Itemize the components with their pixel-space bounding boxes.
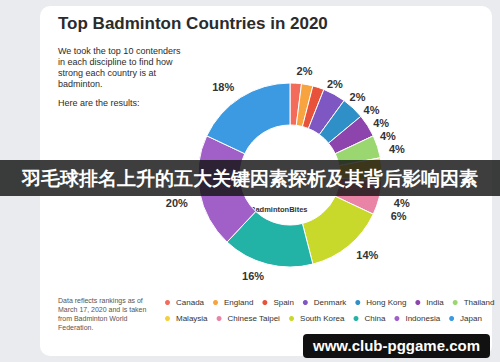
svg-text:4%: 4%	[380, 130, 396, 142]
html-text:Here are the results:: Here are the results:	[58, 98, 140, 108]
svg-text:4%: 4%	[373, 117, 389, 129]
html-text:Data reflects rankings as of M: Data reflects rankings as of March 17, 2…	[58, 297, 147, 331]
svg-text:Denmark: Denmark	[314, 298, 347, 307]
svg-text:14%: 14%	[356, 249, 378, 261]
svg-text:4%: 4%	[394, 197, 410, 209]
html-text:www.club-pggame.com: www.club-pggame.com	[313, 337, 480, 354]
svg-text:18%: 18%	[212, 81, 234, 93]
svg-text:2%: 2%	[297, 65, 313, 77]
svg-text:China: China	[365, 314, 386, 323]
svg-text:Hong Kong: Hong Kong	[366, 298, 406, 307]
svg-text:Malaysia: Malaysia	[176, 314, 208, 323]
svg-text:Chinese Taipei: Chinese Taipei	[228, 314, 281, 323]
svg-text:England: England	[224, 298, 253, 307]
svg-text:16%: 16%	[242, 270, 264, 282]
svg-text:India: India	[426, 298, 444, 307]
svg-text:4%: 4%	[389, 143, 405, 155]
svg-text:BadmintonBites: BadmintonBites	[250, 205, 308, 214]
svg-text:Thailand: Thailand	[464, 298, 495, 307]
html-text:羽毛球排名上升的五大关键因素探析及其背后影响因素: 羽毛球排名上升的五大关键因素探析及其背后影响因素	[22, 167, 478, 189]
html-text:Top Badminton Countries in 202: Top Badminton Countries in 2020	[58, 14, 328, 33]
svg-text:2%: 2%	[327, 78, 343, 90]
svg-text:Canada: Canada	[176, 298, 205, 307]
svg-text:4%: 4%	[364, 104, 380, 116]
svg-text:South Korea: South Korea	[300, 314, 345, 323]
svg-text:2%: 2%	[350, 91, 366, 103]
svg-text:Indonesia: Indonesia	[405, 314, 440, 323]
html-text:We took the top 10 contenders: We took the top 10 contenders in each di…	[58, 46, 181, 89]
svg-text:20%: 20%	[166, 197, 188, 209]
svg-text:6%: 6%	[391, 210, 407, 222]
svg-text:Spain: Spain	[273, 298, 293, 307]
svg-text:Japan: Japan	[460, 314, 482, 323]
